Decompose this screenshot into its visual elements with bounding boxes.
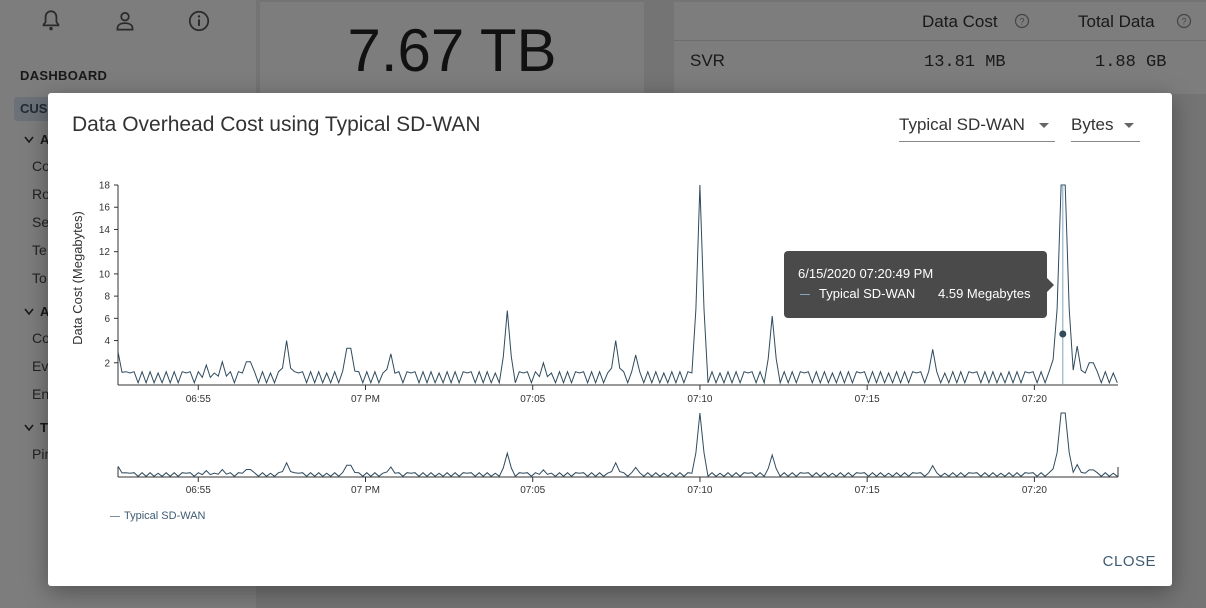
close-button[interactable]: CLOSE	[1102, 553, 1156, 570]
x-tick-label: 07 PM	[351, 394, 380, 405]
x-tick-label: 07:20	[1022, 394, 1047, 405]
legend-swatch	[110, 515, 120, 517]
x-tick-label: 07:10	[687, 394, 712, 405]
navigator-x-tick-label: 07:10	[687, 485, 712, 493]
x-tick-label: 07:15	[855, 394, 880, 405]
y-tick-label: 14	[99, 225, 111, 236]
chevron-down-icon	[1124, 123, 1134, 128]
navigator-x-tick-label: 07:05	[520, 485, 545, 493]
tooltip-series-name: Typical SD-WAN	[819, 286, 916, 301]
chart-tooltip: 6/15/2020 07:20:49 PM Typical SD-WAN 4.5…	[784, 251, 1054, 318]
y-tick-label: 6	[104, 314, 110, 325]
dialog-title: Data Overhead Cost using Typical SD-WAN	[72, 113, 481, 136]
data-cost-chart[interactable]: Data Cost (Megabytes) 2 4 6 8 10 12 14 16 18 06:5…	[48, 93, 1172, 493]
y-tick-label: 8	[104, 292, 110, 303]
y-tick-label: 10	[99, 269, 111, 280]
tooltip-series-value: 4.59 Megabytes	[938, 286, 1031, 301]
tooltip-timestamp: 6/15/2020 07:20:49 PM	[798, 266, 934, 281]
legend-item: Typical SD-WAN	[124, 510, 206, 522]
highlighted-point[interactable]	[1059, 330, 1067, 338]
x-tick-label: 07:05	[520, 394, 545, 405]
chevron-down-icon	[1039, 123, 1049, 128]
navigator-series-line[interactable]	[117, 412, 1118, 478]
x-tick-label: 06:55	[186, 394, 211, 405]
model-select-value: Typical SD-WAN	[899, 115, 1025, 134]
series-line-typical-sd-wan[interactable]	[117, 184, 1118, 385]
unit-select[interactable]: Bytes	[1071, 115, 1140, 142]
y-tick-label: 12	[99, 247, 111, 258]
navigator-x-tick-label: 06:55	[186, 485, 211, 493]
model-select[interactable]: Typical SD-WAN	[899, 115, 1055, 142]
tooltip-series-swatch	[800, 294, 810, 295]
y-tick-label: 4	[104, 336, 110, 347]
navigator-x-tick-label: 07:20	[1022, 485, 1047, 493]
chart-legend[interactable]: Typical SD-WAN	[110, 510, 206, 522]
navigator-x-tick-label: 07:15	[855, 485, 880, 493]
y-tick-label: 2	[104, 358, 110, 369]
y-tick-label: 18	[99, 181, 111, 192]
unit-select-value: Bytes	[1071, 115, 1114, 134]
data-overhead-dialog: Data Overhead Cost using Typical SD-WAN …	[48, 93, 1172, 586]
y-axis-label: Data Cost (Megabytes)	[70, 211, 85, 345]
navigator-x-tick-label: 07 PM	[351, 485, 380, 493]
y-tick-label: 16	[99, 203, 111, 214]
